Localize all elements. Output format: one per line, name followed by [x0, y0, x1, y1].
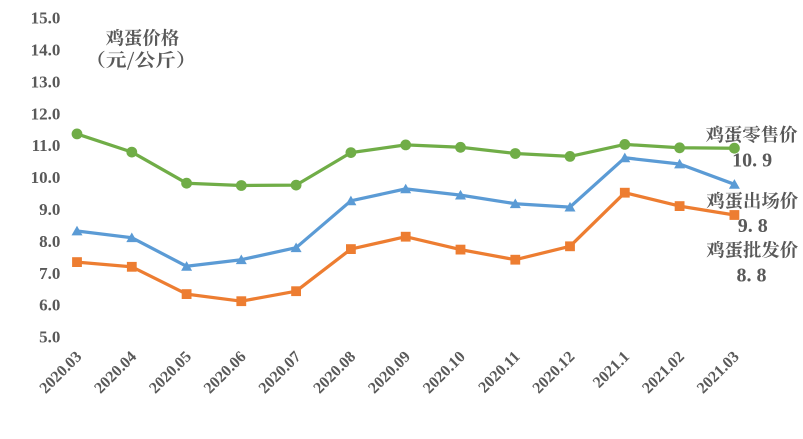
- svg-text:13.0: 13.0: [31, 72, 61, 91]
- svg-text:15.0: 15.0: [31, 9, 61, 28]
- svg-text:2020.08: 2020.08: [310, 348, 359, 397]
- svg-text:9.0: 9.0: [39, 200, 60, 219]
- svg-text:2021.03: 2021.03: [694, 348, 743, 397]
- svg-text:2021.1: 2021.1: [590, 348, 633, 391]
- svg-text:2020.06: 2020.06: [201, 348, 250, 397]
- svg-text:2020.03: 2020.03: [37, 348, 86, 397]
- svg-text:8.0: 8.0: [39, 232, 60, 251]
- svg-text:2020.09: 2020.09: [365, 348, 414, 397]
- svg-text:8. 8: 8. 8: [737, 265, 767, 287]
- svg-text:2020.04: 2020.04: [91, 348, 140, 397]
- svg-text:2020.10: 2020.10: [420, 348, 469, 397]
- svg-text:5.0: 5.0: [39, 328, 60, 347]
- svg-text:10. 9: 10. 9: [732, 150, 772, 172]
- svg-text:7.0: 7.0: [39, 264, 60, 283]
- svg-text:12.0: 12.0: [31, 104, 61, 123]
- svg-text:10.0: 10.0: [31, 168, 61, 187]
- svg-text:2020.07: 2020.07: [256, 348, 305, 397]
- svg-text:6.0: 6.0: [39, 296, 60, 315]
- svg-text:2020.12: 2020.12: [530, 348, 579, 397]
- svg-text:2020.05: 2020.05: [146, 348, 195, 397]
- svg-text:11.0: 11.0: [32, 136, 61, 155]
- svg-text:14.0: 14.0: [31, 40, 61, 59]
- svg-text:2020.11: 2020.11: [475, 348, 523, 396]
- svg-text:2021.02: 2021.02: [639, 348, 688, 397]
- svg-text:9. 8: 9. 8: [738, 215, 768, 237]
